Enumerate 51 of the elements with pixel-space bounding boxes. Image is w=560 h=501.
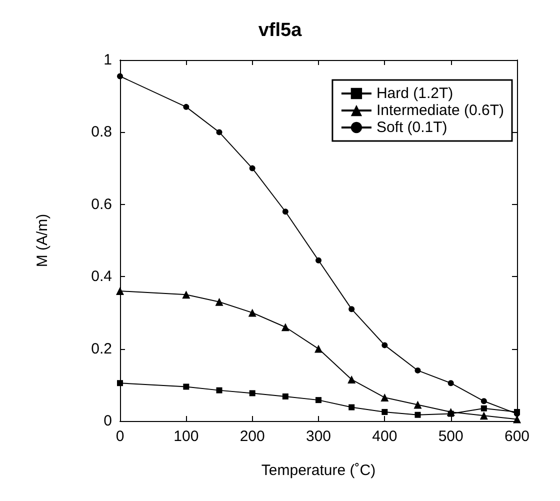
point — [348, 375, 356, 384]
point — [480, 405, 487, 412]
point — [480, 398, 487, 404]
x-axis-title: Temperature (˚C) — [261, 462, 376, 479]
point — [281, 323, 290, 332]
x-tick-label: 600 — [504, 428, 530, 445]
y-tick-label: 0.4 — [91, 268, 112, 286]
point — [216, 129, 222, 136]
chart-title: vfl5a — [258, 20, 302, 41]
y-tick-label: 0.8 — [91, 124, 112, 141]
point — [282, 208, 288, 215]
x-tick-label: 100 — [174, 428, 199, 445]
y-tick-label: 0 — [104, 412, 112, 430]
point — [248, 308, 256, 317]
point — [183, 104, 190, 110]
point — [348, 306, 355, 312]
legend-label: Hard (1.2T) — [376, 85, 454, 102]
point — [414, 367, 421, 374]
point — [414, 400, 422, 409]
point — [117, 73, 123, 80]
point — [249, 165, 256, 172]
point — [316, 257, 322, 264]
legend-label: Soft (0.1T) — [376, 119, 448, 136]
y-tick-label: 0.6 — [91, 196, 112, 213]
point — [183, 384, 190, 390]
x-tick-label: 300 — [306, 428, 332, 445]
y-tick-label: 0.2 — [91, 340, 112, 358]
point — [282, 393, 288, 400]
point — [382, 342, 388, 348]
point — [116, 287, 124, 296]
point — [216, 387, 222, 394]
y-tick-label: 1 — [104, 52, 112, 68]
point — [182, 290, 190, 299]
x-tick-label: 500 — [438, 428, 464, 445]
x-tick-label: 0 — [116, 428, 124, 445]
point — [380, 394, 389, 402]
y-axis-title: M (A/m) — [34, 214, 51, 268]
point — [348, 404, 355, 410]
point — [314, 344, 322, 353]
point — [448, 380, 454, 386]
point — [480, 412, 488, 420]
x-tick-label: 400 — [372, 428, 398, 445]
point — [316, 397, 322, 404]
legend-label: Intermediate (0.6T) — [376, 102, 504, 119]
point — [446, 408, 455, 416]
point — [382, 408, 388, 415]
point — [414, 412, 421, 418]
point — [215, 298, 224, 306]
point — [117, 380, 123, 386]
point — [249, 390, 256, 396]
x-tick-label: 200 — [240, 428, 265, 445]
